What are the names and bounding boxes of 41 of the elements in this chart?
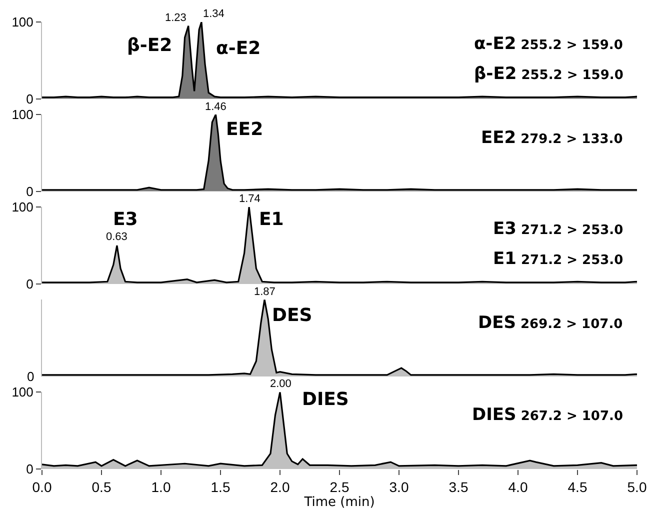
x-tick-label: 1.5 [210,478,230,495]
y-tick-label: 100 [12,200,34,215]
x-axis-title: Time (min) [303,494,375,510]
x-tick-label: 4.5 [568,478,588,495]
x-tick-label: 3.0 [389,478,409,495]
annotation: α-E2 [216,38,261,59]
annotation: EE2 279.2 > 133.0 [481,128,623,148]
annotation: 1.23 [165,12,186,24]
y-tick-label: 0 [26,91,34,106]
y-tick-label: 0 [26,462,34,477]
annotation: 1.87 [254,286,276,298]
y-tick-label: 100 [12,107,34,122]
annotation: E3 [113,209,138,230]
x-tick-label: 2.0 [270,478,290,495]
x-tick-label: 4.0 [508,478,528,495]
annotation: 0.63 [106,231,128,243]
annotation: α-E2 255.2 > 159.0 [474,34,623,54]
annotation: 1.46 [205,101,226,113]
x-tick-label: 0.0 [32,478,52,495]
annotation: DIES 267.2 > 107.0 [472,405,624,425]
x-tick-label: 3.5 [448,478,468,495]
x-tick-label: 0.5 [92,478,112,495]
annotation: E1 [259,209,284,230]
annotation: E3 271.2 > 253.0 [493,219,624,239]
annotation: 2.00 [270,378,292,390]
annotation: E1 271.2 > 253.0 [493,249,624,269]
y-tick-label: 0 [26,276,34,292]
annotation: DES [272,305,312,326]
annotation: EE2 [226,119,264,140]
annotation: DIES [302,389,349,410]
annotation: β-E2 [127,35,172,56]
y-tick-label: 100 [12,14,34,30]
x-tick-label: 1.0 [151,478,171,495]
x-tick-label: 5.0 [627,478,647,495]
y-tick-label: 100 [12,384,34,400]
x-tick-label: 2.5 [330,478,350,495]
annotation: 1.74 [239,193,260,205]
annotation: 1.34 [203,8,224,20]
annotation: β-E2 255.2 > 159.0 [474,64,624,84]
y-tick-label: 0 [26,184,34,199]
annotation: DES 269.2 > 107.0 [478,313,623,333]
